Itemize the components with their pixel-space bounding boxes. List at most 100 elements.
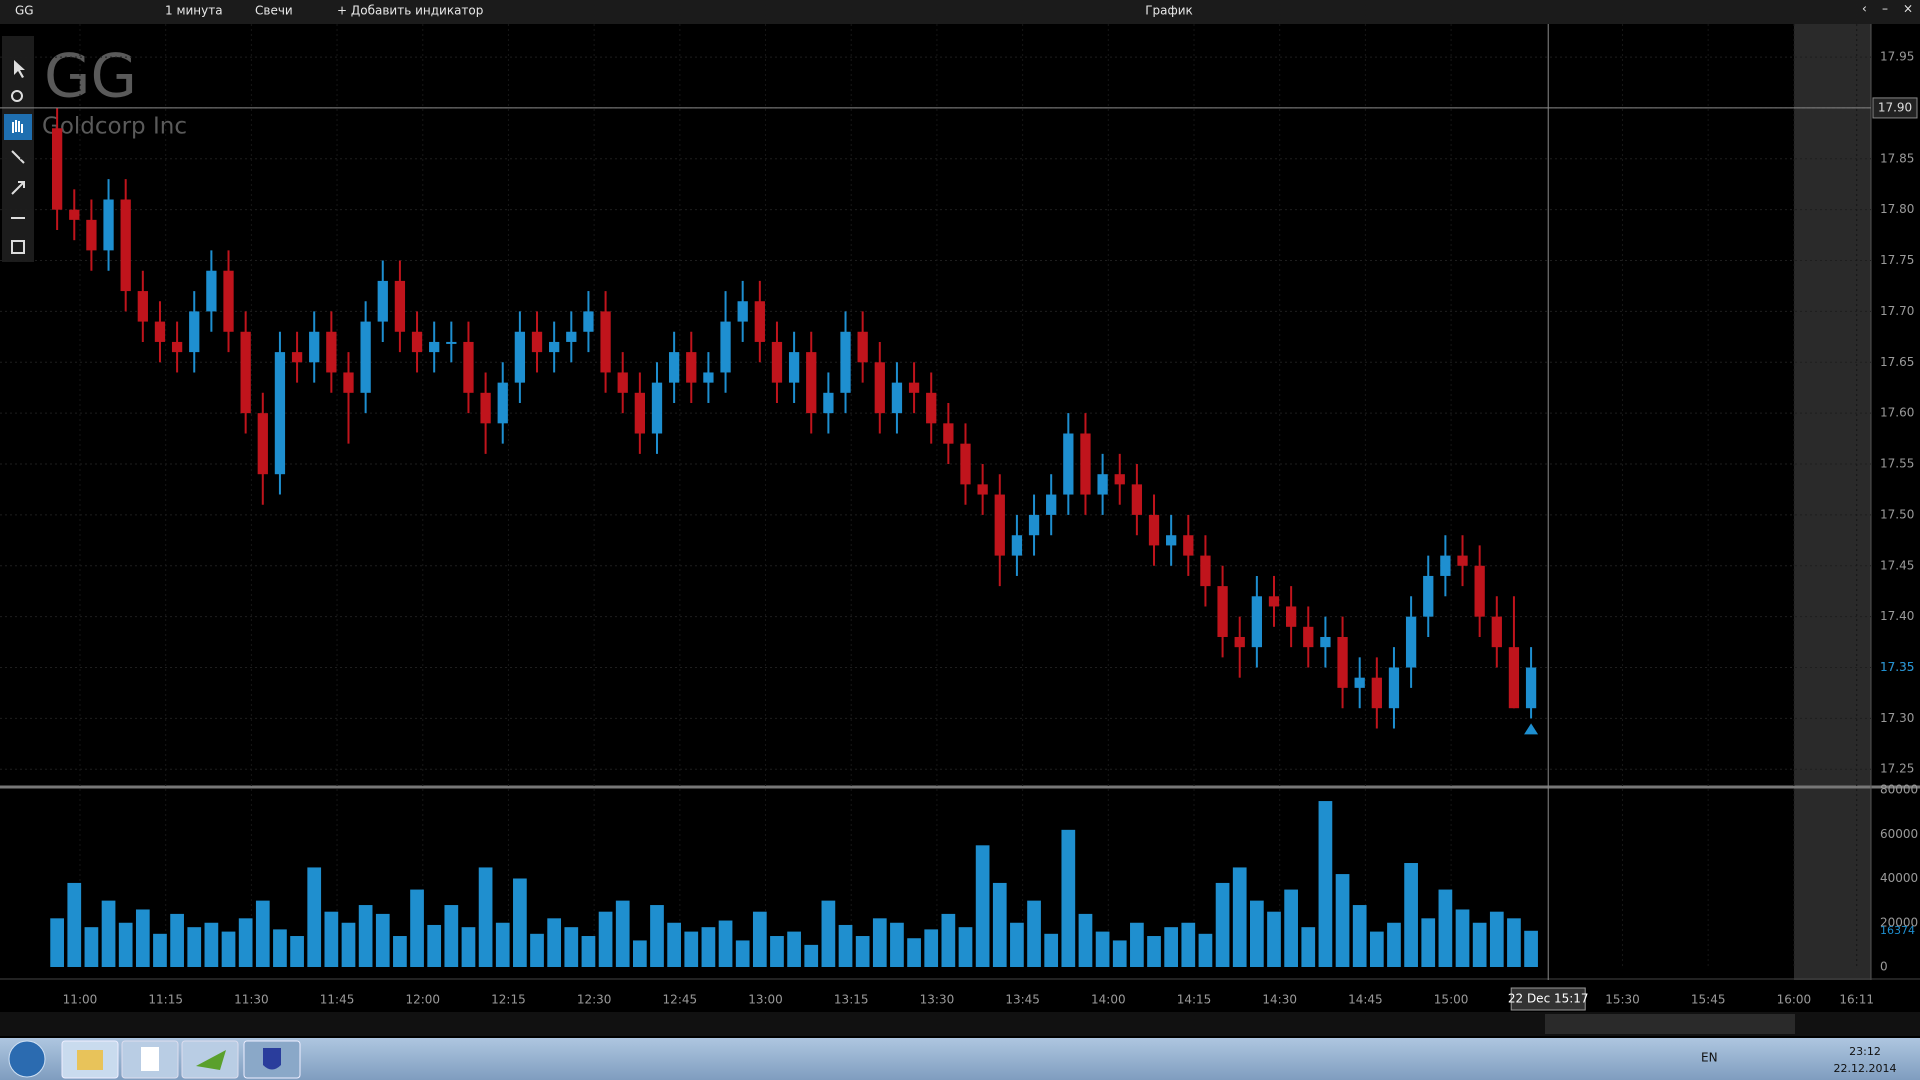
x-tick-label: 16:11	[1839, 993, 1874, 1007]
language-indicator[interactable]: EN	[1701, 1051, 1718, 1065]
volume-bar	[1044, 933, 1059, 967]
minimize-button[interactable]: –	[1882, 2, 1888, 16]
y-tick-label: 17.45	[1880, 558, 1914, 572]
volume-bar	[1284, 889, 1298, 967]
candle-body	[1046, 494, 1057, 515]
candle-body	[1200, 555, 1211, 587]
last-price-marker	[1524, 723, 1539, 735]
volume-tick-label: 20000	[1880, 915, 1918, 929]
volume-bar	[324, 911, 339, 967]
top-bar	[0, 0, 1920, 24]
future-area	[1794, 24, 1871, 980]
volume-bar	[1267, 911, 1281, 967]
y-tick-label: 17.75	[1880, 253, 1914, 267]
candle-body	[154, 321, 166, 342]
close-button[interactable]: ×	[1903, 2, 1913, 16]
candle-body	[257, 413, 268, 475]
collapse-button[interactable]: ‹	[1862, 2, 1867, 16]
arrow-tool[interactable]	[11, 181, 25, 195]
volume-tick-label: 40000	[1880, 871, 1918, 885]
candle-body	[1491, 616, 1502, 648]
volume-bar	[564, 927, 579, 967]
app-icon	[196, 1050, 226, 1070]
candle-body	[1457, 555, 1468, 566]
volume-bar	[1112, 940, 1127, 967]
volume-bar	[890, 922, 904, 967]
rect-tool[interactable]	[11, 240, 25, 254]
y-tick-label: 17.25	[1880, 762, 1914, 776]
volume-bar	[1335, 874, 1350, 967]
volume-bar	[1198, 933, 1213, 967]
volume-bar	[118, 922, 133, 967]
style-selector[interactable]: Свечи	[255, 4, 293, 18]
volume-bar	[135, 909, 150, 967]
volume-bar	[941, 913, 956, 967]
candle-body	[1148, 514, 1160, 546]
x-tick-label: 11:15	[148, 993, 183, 1007]
x-tick-label: 13:00	[748, 993, 783, 1007]
select-tool[interactable]	[14, 60, 25, 78]
candle-body	[1423, 575, 1434, 617]
volume-bar	[341, 922, 356, 967]
x-tick-label: 12:45	[663, 993, 698, 1007]
candle-body	[69, 209, 80, 220]
volume-bar	[1010, 922, 1024, 967]
chart-symbol: GG	[44, 42, 137, 112]
plot: 17.25 17.30 17.35 17.40 17.45 17.50 17.55 17.60…	[0, 24, 1918, 1011]
navigator-window[interactable]	[1545, 1014, 1795, 1034]
candle-body	[857, 331, 868, 363]
zoom-tool[interactable]	[11, 90, 23, 102]
x-tick-label: 13:45	[1005, 993, 1040, 1007]
candle-body	[86, 219, 97, 251]
terminal-icon	[263, 1048, 281, 1070]
volume-bar	[1301, 927, 1316, 967]
clock-date[interactable]: 22.12.2014	[1834, 1062, 1897, 1075]
volume-bar	[1489, 911, 1504, 967]
tool-panel	[2, 36, 34, 262]
clock-time[interactable]: 23:12	[1849, 1045, 1881, 1058]
y-tick-label: 17.80	[1880, 202, 1914, 216]
volume-bar	[1061, 829, 1076, 967]
volume-bar	[701, 927, 716, 967]
candle-body	[291, 352, 303, 363]
volume-bar	[427, 924, 442, 967]
interval-selector[interactable]: 1 минута	[165, 4, 223, 18]
candle-body	[1474, 565, 1485, 617]
candle-body	[668, 352, 680, 383]
volume-bar	[872, 918, 887, 967]
x-tick-label: 11:00	[63, 993, 98, 1007]
candle-body	[189, 311, 200, 353]
volume-bar	[907, 938, 921, 967]
volume-bar	[958, 927, 973, 967]
candle-body	[103, 199, 114, 251]
candle-body	[240, 331, 251, 414]
candle-body	[137, 291, 148, 322]
volume-bar	[1147, 936, 1161, 967]
candle-body	[1080, 433, 1091, 495]
volume-bar	[1215, 882, 1230, 967]
volume-bar	[101, 900, 116, 967]
symbol-selector[interactable]: GG	[15, 4, 34, 18]
candle-body	[1028, 514, 1040, 536]
y-tick-label: 17.55	[1880, 457, 1914, 471]
x-tick-label: 15:30	[1605, 993, 1640, 1007]
add-indicator[interactable]: + Добавить индикатор	[337, 4, 483, 18]
volume-bar	[581, 936, 596, 967]
x-tick-label: 13:30	[920, 993, 955, 1007]
volume-bar	[1249, 900, 1264, 967]
volume-bar	[444, 905, 459, 967]
x-tick-label: 11:30	[234, 993, 269, 1007]
volume-bar	[255, 900, 270, 967]
start-button[interactable]	[8, 1040, 46, 1078]
x-tick-label: 12:00	[405, 993, 440, 1007]
volume-bar	[170, 913, 184, 967]
volume-bar	[1078, 913, 1093, 967]
line-tool[interactable]	[11, 150, 25, 164]
last-price-label: 17.35	[1880, 660, 1914, 674]
candle-body	[788, 352, 800, 383]
volume-bar	[684, 931, 699, 967]
candle-body	[429, 341, 440, 353]
volume-bar	[804, 944, 819, 967]
volume-bar	[924, 929, 939, 967]
volume-bar	[67, 882, 82, 967]
